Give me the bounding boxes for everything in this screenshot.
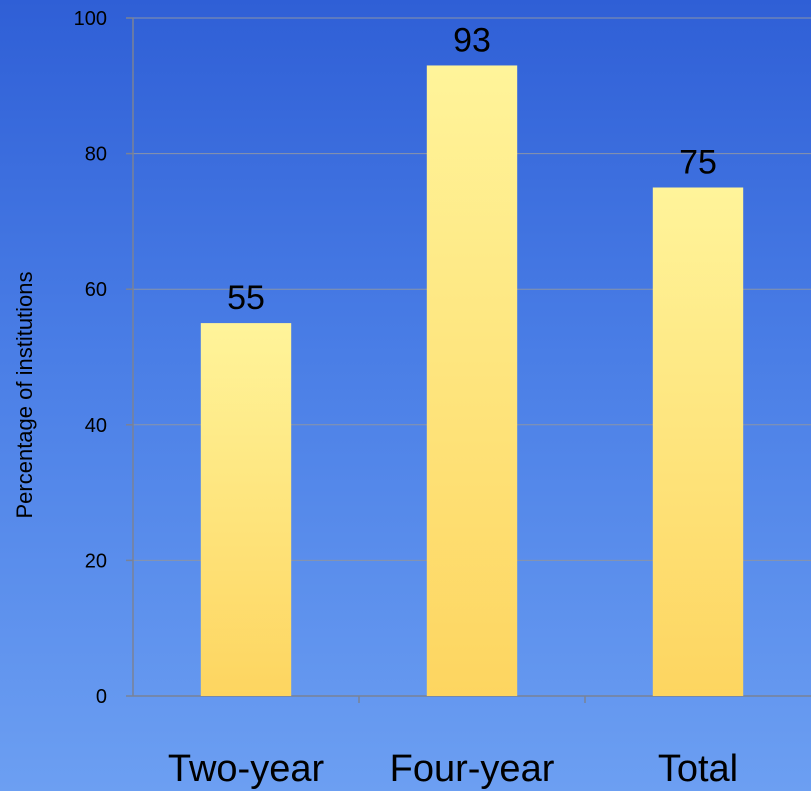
data-label: 93 [453,21,491,59]
y-tick-label: 0 [96,686,107,708]
bar [200,323,292,696]
x-category-label: Four-year [390,748,555,790]
data-label: 55 [227,279,265,317]
y-tick-labels: 0 20 40 60 80 100 [74,8,107,708]
y-tick-label: 100 [74,8,107,30]
y-tick-label: 80 [85,144,107,166]
data-labels: 55 93 75 [227,21,717,317]
y-tick-label: 60 [85,279,107,301]
bars [200,65,744,696]
x-category-label: Two-year [168,748,325,790]
y-tick-label: 20 [85,550,107,572]
bar [652,187,744,696]
data-label: 75 [679,144,717,182]
y-tick-label: 40 [85,415,107,437]
bar [426,65,518,696]
category-labels: Two-year Four-year Total [168,748,738,790]
y-axis-title: Percentage of institutions [12,271,37,518]
x-category-label: Total [658,748,738,790]
